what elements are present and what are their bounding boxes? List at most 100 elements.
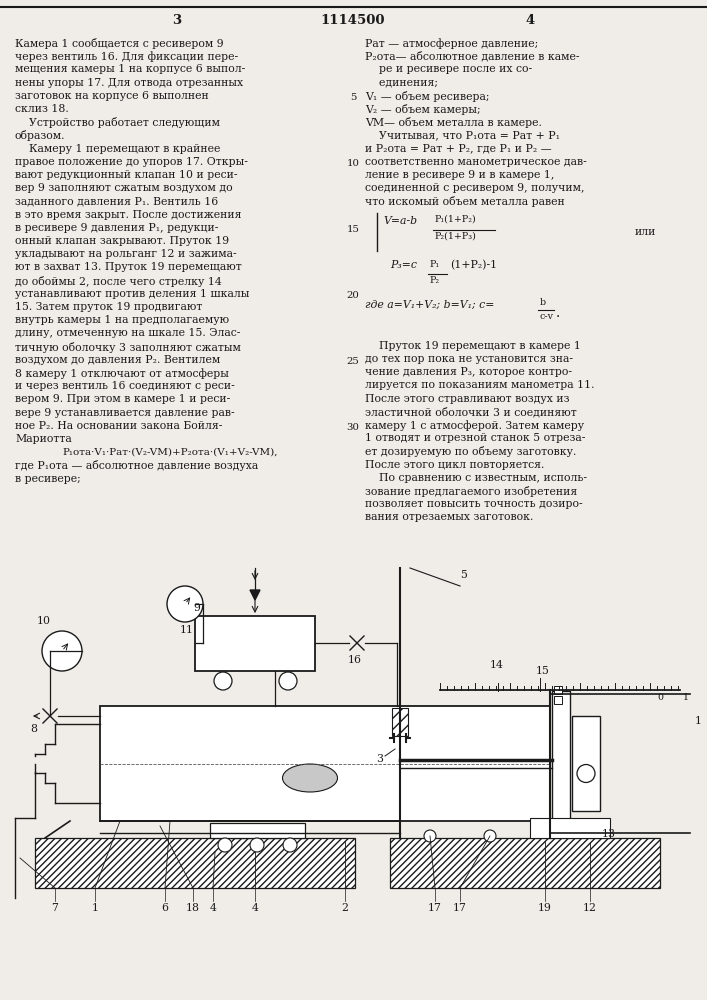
Text: Камера 1 сообщается с ресивером 9: Камера 1 сообщается с ресивером 9 [15,38,223,49]
Text: заготовок на корпусе 6 выполнен: заготовок на корпусе 6 выполнен [15,91,209,101]
Text: Пруток 19 перемещают в камере 1: Пруток 19 перемещают в камере 1 [365,341,581,351]
Text: 14: 14 [490,660,504,670]
Text: 10: 10 [346,159,359,168]
Text: и P₂ота = Pат + P₂, где P₁ и P₂ —: и P₂ота = Pат + P₂, где P₁ и P₂ — [365,144,551,154]
Text: Pат — атмосферное давление;: Pат — атмосферное давление; [365,38,538,49]
Text: 3: 3 [173,13,182,26]
Text: 1114500: 1114500 [321,13,385,26]
Text: единения;: единения; [365,78,438,88]
Text: позволяет повысить точность дозиро-: позволяет повысить точность дозиро- [365,499,583,509]
Circle shape [218,838,232,852]
Bar [530,818,610,838]
Text: V=a-b: V=a-b [383,216,417,226]
Text: 1 отводят и отрезной станок 5 отреза-: 1 отводят и отрезной станок 5 отреза- [365,433,585,443]
Text: V₂ — объем камеры;: V₂ — объем камеры; [365,104,481,115]
Circle shape [484,830,496,842]
Text: (1+P₂)-1: (1+P₂)-1 [450,260,497,270]
Text: 18: 18 [186,903,200,913]
Text: b: b [540,298,546,307]
Bar [390,838,660,888]
Text: P₂ота— абсолютное давление в каме-: P₂ота— абсолютное давление в каме- [365,51,580,62]
Text: где a=V₁+V₂; b=V₁; c=: где a=V₁+V₂; b=V₁; c= [365,300,494,310]
Circle shape [279,672,297,690]
Text: Мариотта: Мариотта [15,434,71,444]
Text: P₁: P₁ [430,260,440,269]
Text: VМ— объем металла в камере.: VМ— объем металла в камере. [365,117,542,128]
Text: 4: 4 [525,13,534,26]
Text: заданного давления P₁. Вентиль 16: заданного давления P₁. Вентиль 16 [15,196,218,206]
Text: вером 9. При этом в камере 1 и реси-: вером 9. При этом в камере 1 и реси- [15,394,230,404]
Text: 1: 1 [695,716,702,726]
Text: ление в ресивере 9 и в камере 1,: ление в ресивере 9 и в камере 1, [365,170,554,180]
Text: 8: 8 [30,724,37,734]
Text: укладывают на рольганг 12 и зажима-: укладывают на рольганг 12 и зажима- [15,249,237,259]
Text: склиз 18.: склиз 18. [15,104,69,114]
Text: где P₁ота — абсолютное давление воздуха: где P₁ота — абсолютное давление воздуха [15,460,258,471]
Circle shape [577,764,595,782]
Text: 25: 25 [346,357,359,366]
Text: 4: 4 [252,903,259,913]
Circle shape [283,838,297,852]
Text: и через вентиль 16 соединяют с реси-: и через вентиль 16 соединяют с реси- [15,381,235,391]
Bar [572,716,600,811]
Text: в ресивере;: в ресивере; [15,474,81,484]
Text: P₂: P₂ [430,276,440,285]
Bar [35,838,355,888]
Text: По сравнению с известным, исполь-: По сравнению с известным, исполь- [365,473,587,483]
Text: вают редукционный клапан 10 и реси-: вают редукционный клапан 10 и реси- [15,170,238,180]
Text: 9: 9 [193,603,200,613]
Text: 16: 16 [348,655,362,665]
Text: 4: 4 [209,903,216,913]
Text: 5: 5 [350,93,356,102]
Text: V₁ — объем ресивера;: V₁ — объем ресивера; [365,91,489,102]
Text: 3: 3 [377,754,383,764]
Circle shape [250,838,264,852]
Bar [100,706,550,821]
Bar [392,708,408,736]
Text: .: . [556,306,560,320]
Text: воздухом до давления P₂. Вентилем: воздухом до давления P₂. Вентилем [15,355,221,365]
Bar [554,686,562,694]
Text: 2: 2 [341,903,349,913]
Text: камеру 1 с атмосферой. Затем камеру: камеру 1 с атмосферой. Затем камеру [365,420,584,431]
Text: P₁(1+P₂): P₁(1+P₂) [435,215,477,224]
Ellipse shape [283,764,337,792]
Text: 19: 19 [538,903,552,913]
Text: 1: 1 [683,693,689,702]
Text: вания отрезаемых заготовок.: вания отрезаемых заготовок. [365,512,533,522]
Text: вере 9 устанавливается давление рав-: вере 9 устанавливается давление рав- [15,408,235,418]
Circle shape [167,586,203,622]
Text: правое положение до упоров 17. Откры-: правое положение до упоров 17. Откры- [15,157,248,167]
Text: онный клапан закрывают. Пруток 19: онный клапан закрывают. Пруток 19 [15,236,229,246]
Text: зование предлагаемого изобретения: зование предлагаемого изобретения [365,486,577,497]
Text: 7: 7 [52,903,59,913]
Text: ре и ресивере после их со-: ре и ресивере после их со- [365,64,532,74]
Text: 20: 20 [346,291,359,300]
Text: длину, отмеченную на шкале 15. Элас-: длину, отмеченную на шкале 15. Элас- [15,328,240,338]
Bar [552,691,570,836]
Text: ное P₂. На основании закона Бойля-: ное P₂. На основании закона Бойля- [15,421,223,431]
Text: Камеру 1 перемещают в крайнее: Камеру 1 перемещают в крайнее [15,144,221,154]
Circle shape [424,830,436,842]
Text: до обоймы 2, после чего стрелку 14: до обоймы 2, после чего стрелку 14 [15,276,222,287]
Bar [210,823,305,838]
Text: 8 камеру 1 отключают от атмосферы: 8 камеру 1 отключают от атмосферы [15,368,229,379]
Text: 10: 10 [37,616,51,626]
Text: устанавливают против деления 1 шкалы: устанавливают против деления 1 шкалы [15,289,250,299]
Text: 15: 15 [536,666,550,676]
Text: или: или [635,227,656,237]
Text: нены упоры 17. Для отвода отрезанных: нены упоры 17. Для отвода отрезанных [15,78,243,88]
Text: в ресивере 9 давления P₁, редукци-: в ресивере 9 давления P₁, редукци- [15,223,218,233]
Text: После этого цикл повторяется.: После этого цикл повторяется. [365,460,544,470]
Circle shape [42,631,82,671]
Text: 6: 6 [161,903,168,913]
Text: соединенной с ресивером 9, получим,: соединенной с ресивером 9, получим, [365,183,585,193]
Text: P₃=c: P₃=c [390,260,417,270]
Text: что искомый объем металла равен: что искомый объем металла равен [365,196,565,207]
Text: 30: 30 [346,423,359,432]
Text: внутрь камеры 1 на предполагаемую: внутрь камеры 1 на предполагаемую [15,315,229,325]
Text: После этого стравливают воздух из: После этого стравливают воздух из [365,394,570,404]
Text: тичную оболочку 3 заполняют сжатым: тичную оболочку 3 заполняют сжатым [15,342,241,353]
Text: 0: 0 [657,693,663,702]
Text: в это время закрыт. После достижения: в это время закрыт. После достижения [15,210,242,220]
